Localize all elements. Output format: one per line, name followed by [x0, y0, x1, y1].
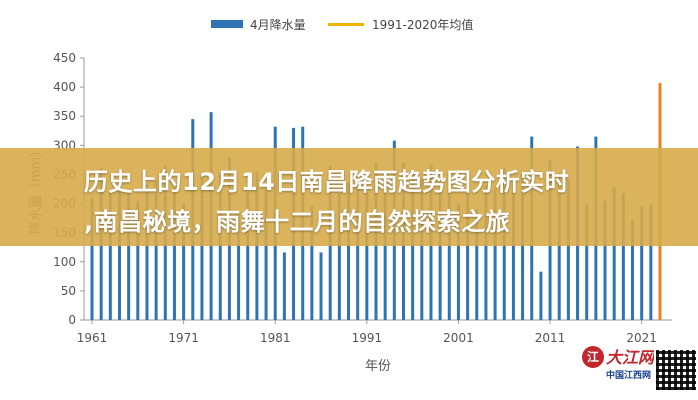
y-tick-label: 50 [61, 284, 76, 298]
watermark-logo-icon: 江 [582, 346, 604, 368]
rainfall-bar [612, 187, 616, 320]
rainfall-bar [337, 193, 341, 320]
y-tick-label: 400 [53, 80, 76, 94]
y-tick-label: 450 [53, 51, 76, 65]
y-tick-label: 0 [68, 313, 76, 327]
rainfall-bar [493, 189, 497, 320]
rainfall-bar [154, 180, 158, 320]
rainfall-bar [365, 191, 369, 320]
rainfall-bar [108, 193, 112, 320]
rainfall-bar [264, 189, 268, 320]
rainfall-bar [182, 203, 186, 320]
rainfall-bar [557, 173, 561, 320]
x-tick-label: 2011 [535, 331, 566, 345]
x-tick-label: 2001 [443, 331, 474, 345]
rainfall-bar [200, 175, 204, 320]
title-overlay-banner: 历史上的12月14日南昌降雨趋势图分析实时 ,南昌秘境，雨舞十二月的自然探索之旅 [0, 148, 698, 246]
overlay-title-line-1: 历史上的12月14日南昌降雨趋势图分析实时 [84, 168, 570, 196]
x-axis-title: 年份 [365, 359, 391, 374]
chart-legend: 4月降水量 1991-2020年均值 [0, 12, 698, 36]
legend-line-label: 1991-2020年均值 [372, 18, 474, 32]
legend-line-swatch [328, 23, 364, 26]
rainfall-bar [136, 200, 140, 320]
rainfall-bar [237, 213, 241, 320]
rainfall-bar [310, 205, 314, 320]
watermark-name: 大江网 [606, 348, 655, 367]
x-tick-label: 1991 [352, 331, 383, 345]
x-tick-label: 2021 [626, 331, 657, 345]
x-tick-label: 1981 [260, 331, 291, 345]
rainfall-bar [566, 179, 570, 320]
rainfall-bar [640, 206, 644, 320]
y-tick-label: 100 [53, 255, 76, 269]
rainfall-bar [447, 174, 451, 320]
qr-code-icon [654, 348, 698, 392]
x-tick-label: 1971 [168, 331, 199, 345]
rainfall-bar [90, 197, 94, 320]
rainfall-bar [585, 203, 589, 320]
rainfall-bar [456, 203, 460, 320]
rainfall-bar [484, 184, 488, 320]
rainfall-bar [621, 193, 625, 320]
rainfall-bar [117, 182, 121, 320]
rainfall-bar [383, 173, 387, 320]
rainfall-bar [521, 174, 525, 320]
rainfall-bar [539, 271, 543, 320]
overlay-title-line-2: ,南昌秘境，雨舞十二月的自然探索之旅 [84, 208, 511, 236]
rainfall-bar [127, 193, 131, 320]
rainfall-bar [603, 200, 607, 320]
rainfall-bar [218, 174, 222, 320]
rainfall-bar [145, 184, 149, 320]
watermark: 江 大江网 中国江西网 [582, 344, 698, 392]
rainfall-bar [438, 191, 442, 320]
rainfall-bar [319, 252, 323, 320]
rainfall-bar [511, 191, 515, 320]
x-tick-label: 1961 [77, 331, 108, 345]
rainfall-bar [420, 179, 424, 320]
rainfall-bar [475, 209, 479, 320]
legend-bar-label: 4月降水量 [250, 18, 306, 32]
y-tick-label: 350 [53, 109, 76, 123]
watermark-site: 中国江西网 [606, 371, 652, 381]
rainfall-bar [246, 191, 250, 320]
rainfall-bar [631, 219, 635, 320]
legend-bar-swatch [211, 20, 243, 28]
rainfall-bar [466, 181, 470, 320]
rainfall-bar [172, 187, 176, 320]
rainfall-bar [649, 204, 653, 320]
rainfall-bar [356, 179, 360, 320]
rainfall-bar [282, 252, 286, 320]
rainfall-bar [347, 182, 351, 320]
